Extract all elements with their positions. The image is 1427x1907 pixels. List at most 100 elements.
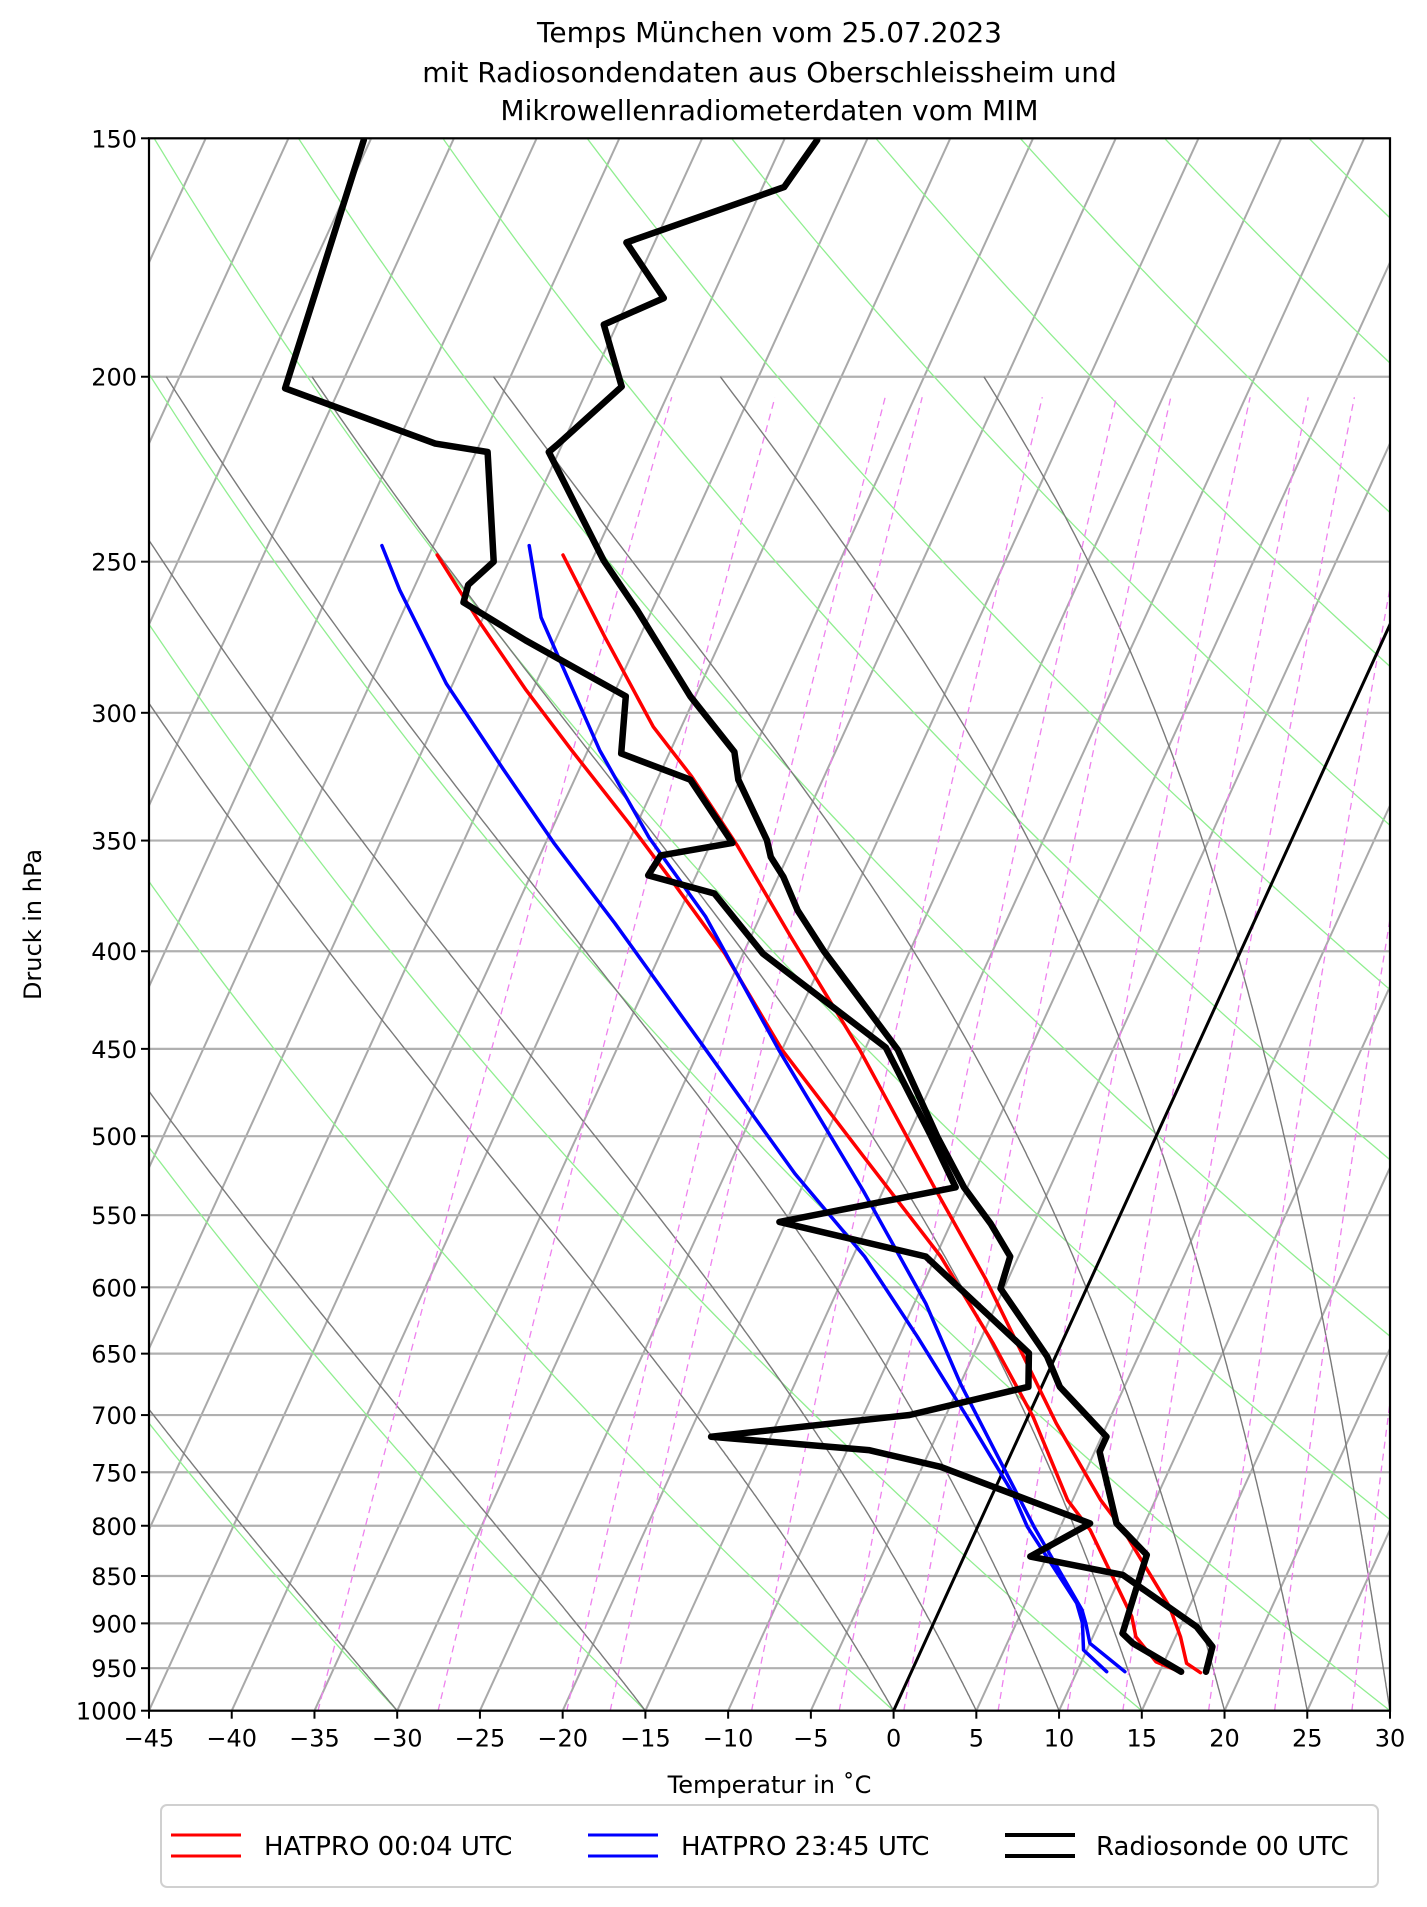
chart-title-line-2: mit Radiosondendaten aus Oberschleisshei…: [422, 56, 1116, 89]
x-tick-label: −25: [455, 1725, 506, 1753]
dry-adiabat: [149, 880, 895, 1711]
background-lines: [149, 138, 1390, 1711]
y-tick-label: 950: [91, 1655, 137, 1683]
y-tick-label: 350: [91, 828, 137, 856]
mixing-ratio-line: [1273, 914, 1390, 1711]
legend-box: [160, 1804, 1379, 1888]
isotherm: [313, 138, 1034, 1711]
moist-adiabat: [149, 702, 895, 1711]
chart-title-line-3: Mikrowellenradiometerdaten vom MIM: [500, 94, 1038, 127]
isotherm: [149, 138, 786, 1533]
dry-adiabat: [149, 372, 1390, 1711]
mixing-ratio-line: [750, 397, 1043, 1711]
mixing-ratio-line: [566, 397, 886, 1711]
mixing-ratio-line: [1207, 584, 1390, 1711]
dry-adiabat: [586, 138, 1390, 991]
y-tick-label: 450: [91, 1036, 137, 1064]
series-2-temperature-line: [545, 138, 1185, 1675]
y-tick-label: 900: [91, 1610, 137, 1638]
series-2-dewpoint-line: [281, 138, 1216, 1675]
x-tick-label: −15: [620, 1725, 671, 1753]
y-tick-label: 850: [91, 1563, 137, 1591]
plot-frame: [147, 137, 1392, 1712]
isotherm: [149, 138, 869, 1711]
isotherm: [396, 138, 1117, 1711]
legend: HATPRO 00:04 UTC HATPRO 23:45 UTC Radios…: [160, 1804, 1379, 1888]
x-tick-label: −45: [124, 1725, 175, 1753]
isotherm: [149, 138, 704, 1352]
x-tick-label: 20: [1209, 1725, 1240, 1753]
x-tick-label: 5: [969, 1725, 984, 1753]
dry-adiabat: [730, 138, 1390, 827]
y-tick-label: 750: [91, 1459, 137, 1487]
moist-adiabat: [149, 1090, 646, 1711]
isotherm: [149, 138, 538, 989]
x-tick-label: 30: [1375, 1725, 1406, 1753]
y-tick-label: 600: [91, 1274, 137, 1302]
moist-adiabat: [149, 1408, 398, 1711]
mixing-ratio-line: [1122, 397, 1356, 1711]
dry-adiabat: [442, 138, 1390, 1161]
mixing-ratio-line: [1066, 397, 1309, 1711]
mixing-ratio-line: [997, 397, 1251, 1711]
x-axis-label: Temperatur in ˚C: [667, 1771, 872, 1799]
x-tick-label: −35: [289, 1725, 340, 1753]
isotherm: [230, 138, 952, 1711]
isotherm: [149, 138, 455, 808]
dry-adiabat: [149, 1146, 646, 1711]
isotherm: [149, 138, 621, 1170]
x-tick-label: 0: [886, 1725, 901, 1753]
isotherm: [149, 138, 290, 446]
mixing-ratio-line: [903, 397, 1172, 1711]
mixing-ratio-line: [609, 397, 923, 1711]
x-tick-label: 15: [1127, 1725, 1158, 1753]
moist-adiabat: [165, 376, 1060, 1711]
y-tick-label: 300: [91, 700, 137, 728]
y-tick-label: 500: [91, 1123, 137, 1151]
mixing-ratio-line: [317, 397, 673, 1711]
dry-adiabat: [153, 138, 1390, 1521]
x-tick-label: −30: [372, 1725, 423, 1753]
moist-adiabat: [719, 376, 1308, 1711]
isotherm: [1058, 984, 1390, 1711]
series-1-dewpoint-line: [380, 543, 1109, 1674]
legend-label: HATPRO 23:45 UTC: [681, 1832, 929, 1862]
legend-label: HATPRO 00:04 UTC: [264, 1832, 512, 1862]
legend-label: Radiosonde 00 UTC: [1096, 1832, 1349, 1862]
dry-adiabat: [297, 138, 1390, 1338]
x-tick-label: −10: [703, 1725, 754, 1753]
x-tick-label: −20: [537, 1725, 588, 1753]
x-tick-label: 25: [1292, 1725, 1323, 1753]
legend-item-hatpro-2345: HATPRO 23:45 UTC: [588, 1832, 929, 1862]
series-0-dewpoint-line: [435, 553, 1185, 1675]
isotherm: [644, 138, 1365, 1711]
y-tick-label: 400: [91, 938, 137, 966]
isotherm: [975, 803, 1390, 1711]
dry-adiabat: [149, 1422, 398, 1711]
x-tick-label: −5: [793, 1725, 828, 1753]
y-axis-label: Druck in hPa: [19, 849, 47, 1000]
y-tick-label: 1000: [76, 1698, 137, 1726]
isotherm: [1140, 1165, 1390, 1711]
x-axis: −45 −40 −35 −30 −25 −20 −15 −10 −5 0 5 10 15 20 25 30: [124, 1710, 1406, 1753]
x-tick-label: −40: [206, 1725, 257, 1753]
data-series: [281, 138, 1216, 1675]
isotherm: [149, 138, 373, 627]
y-tick-label: 550: [91, 1202, 137, 1230]
chart-title-line-1: Temps München vom 25.07.2023: [536, 16, 1002, 49]
moist-adiabat: [149, 539, 977, 1711]
y-tick-label: 700: [91, 1402, 137, 1430]
y-tick-label: 150: [91, 125, 137, 153]
legend-item-hatpro-0004: HATPRO 00:04 UTC: [171, 1832, 512, 1862]
dry-adiabat: [149, 623, 1143, 1711]
mixing-ratio-line: [437, 397, 776, 1711]
isotherm: [479, 138, 1200, 1711]
series-0-temperature-line: [561, 553, 1203, 1675]
y-tick-label: 250: [91, 549, 137, 577]
isotherm: [561, 138, 1283, 1711]
y-tick-label: 650: [91, 1341, 137, 1369]
y-axis: 150 200 250 300 350 400 450 500 550 600 650 700 750 8…: [76, 125, 149, 1726]
isotherm: [1223, 1346, 1390, 1711]
isotherm: [809, 441, 1390, 1711]
